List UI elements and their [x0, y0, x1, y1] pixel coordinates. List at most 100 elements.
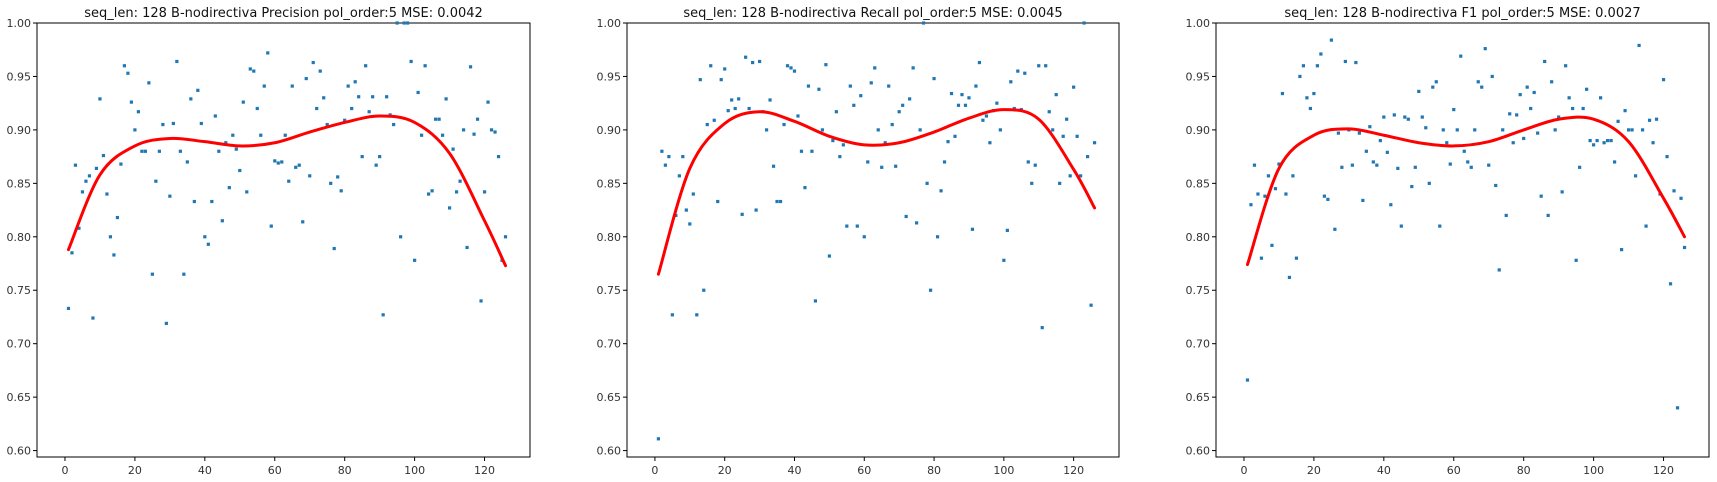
scatter-point: [873, 66, 877, 70]
scatter-point: [660, 149, 664, 153]
scatter-point: [430, 189, 434, 193]
scatter-point: [1291, 174, 1295, 178]
scatter-point: [656, 437, 661, 441]
scatter-point: [1511, 141, 1515, 145]
scatter-point: [1571, 106, 1575, 111]
scatter-point: [1392, 113, 1396, 117]
scatter-point: [1595, 138, 1599, 143]
scatter-point: [182, 272, 186, 276]
plot-frame: [626, 22, 1120, 458]
scatter-point: [890, 122, 894, 127]
x-tick-label: 20: [128, 464, 142, 477]
scatter-point: [876, 128, 880, 132]
scatter-point: [115, 215, 120, 220]
scatter-point: [287, 179, 291, 183]
scatter-point: [817, 87, 821, 91]
scatter-point: [1357, 131, 1361, 135]
y-tick-label: 0.60: [7, 445, 32, 458]
scatter-point: [1305, 96, 1309, 100]
scatter-point: [1079, 174, 1083, 178]
y-tick-label: 0.80: [7, 231, 32, 244]
scatter-point: [147, 81, 151, 85]
scatter-point: [392, 122, 396, 127]
scatter-point: [206, 242, 210, 246]
scatter-point: [262, 84, 266, 88]
scatter-point: [1434, 80, 1438, 84]
scatter-point: [143, 149, 147, 153]
scatter-point: [775, 199, 779, 204]
scatter-point: [1487, 163, 1491, 167]
scatter-point: [1560, 190, 1564, 194]
scatter-point: [1061, 134, 1065, 138]
scatter-point: [318, 69, 322, 73]
scatter-point: [1266, 174, 1271, 178]
scatter-point: [1026, 160, 1030, 164]
scatter-point: [269, 224, 273, 228]
y-tick-label: 0.90: [7, 124, 32, 137]
scatter-point: [663, 163, 667, 167]
scatter-point: [1532, 90, 1536, 95]
scatter-point: [1431, 85, 1435, 89]
scatter-point: [1420, 115, 1424, 119]
scatter-point: [185, 160, 189, 164]
scatter-point: [935, 235, 940, 239]
scatter-point: [894, 164, 898, 168]
scatter-point: [733, 106, 737, 111]
scatter-point: [80, 190, 85, 194]
scatter-point: [1469, 165, 1473, 169]
scatter-point: [416, 90, 420, 95]
scatter-point: [963, 103, 968, 107]
scatter-point: [974, 84, 978, 88]
scatter-point: [1277, 162, 1281, 166]
scatter-point: [1466, 160, 1470, 164]
x-tick-label: 60: [1447, 464, 1461, 477]
scatter-point: [427, 192, 431, 196]
scatter-point: [695, 313, 699, 317]
scatter-point: [91, 316, 95, 320]
scatter-point: [1040, 326, 1044, 330]
scatter-point: [423, 64, 427, 68]
scatter-point: [1494, 183, 1498, 188]
scatter-point: [1371, 160, 1375, 164]
scatter-point: [1399, 224, 1403, 228]
scatter-point: [716, 199, 720, 204]
scatter-point: [1350, 163, 1354, 167]
scatter-point: [94, 166, 99, 170]
y-tick-label: 0.85: [1186, 177, 1211, 190]
scatter-point: [301, 220, 305, 224]
scatter-point: [217, 149, 221, 153]
scatter-point: [1633, 174, 1638, 178]
scatter-point: [1546, 213, 1550, 218]
scatter-point: [1581, 106, 1585, 111]
scatter-point: [203, 235, 207, 239]
scatter-point: [782, 122, 786, 127]
scatter-point: [702, 288, 706, 292]
scatter-point: [444, 97, 448, 101]
scatter-point: [887, 84, 891, 88]
scatter-point: [98, 97, 102, 101]
y-tick-label: 0.70: [597, 338, 622, 351]
scatter-point: [1298, 74, 1302, 79]
scatter-point: [451, 147, 455, 151]
scatter-point: [304, 76, 308, 81]
fit-curve: [1245, 115, 1687, 267]
scatter-point: [1406, 117, 1410, 121]
scatter-point: [259, 133, 263, 137]
scatter-point: [1651, 141, 1655, 145]
scatter-point: [276, 161, 280, 165]
scatter-point: [101, 153, 106, 158]
x-tick-label: 40: [198, 464, 212, 477]
y-tick-label: 1.00: [597, 17, 622, 30]
scatter-point: [1501, 128, 1505, 132]
scatter-point: [136, 110, 140, 114]
scatter-point: [1455, 128, 1459, 132]
scatter-point: [803, 186, 807, 190]
scatter-point: [1322, 194, 1326, 198]
scatter-point: [290, 84, 294, 88]
scatter-point: [1585, 87, 1589, 91]
scatter-point: [1385, 150, 1389, 154]
y-tick-label: 0.90: [1186, 124, 1211, 137]
scatter-point: [1445, 141, 1449, 145]
scatter-point: [1476, 80, 1480, 84]
